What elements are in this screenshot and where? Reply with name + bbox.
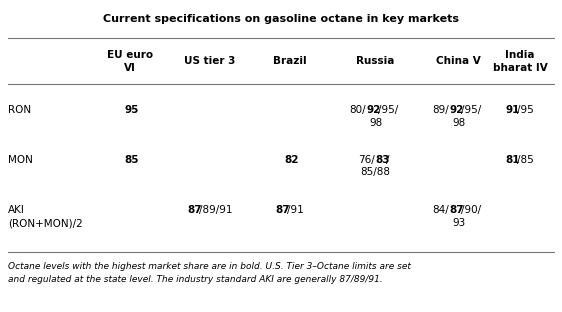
Text: 85: 85: [124, 155, 139, 165]
Text: AKI: AKI: [8, 205, 25, 215]
Text: 98: 98: [452, 118, 465, 128]
Text: 87: 87: [450, 205, 464, 215]
Text: /85: /85: [517, 155, 534, 165]
Text: 80/: 80/: [349, 105, 366, 115]
Text: /95: /95: [517, 105, 534, 115]
Text: VI: VI: [124, 63, 136, 73]
Text: (RON+MON)/2: (RON+MON)/2: [8, 219, 83, 229]
Text: 89/: 89/: [432, 105, 449, 115]
Text: 85/88: 85/88: [361, 168, 391, 178]
Text: 92: 92: [366, 105, 381, 115]
Text: 81: 81: [506, 155, 520, 165]
Text: Octane levels with the highest market share are in bold. U.S. Tier 3–Octane limi: Octane levels with the highest market sh…: [8, 262, 411, 271]
Text: bharat IV: bharat IV: [493, 63, 547, 73]
Text: /: /: [387, 155, 390, 165]
Text: and regulated at the state level. The industry standard AKI are generally 87/89/: and regulated at the state level. The in…: [8, 275, 383, 284]
Text: US tier 3: US tier 3: [184, 56, 235, 66]
Text: /89/91: /89/91: [198, 205, 232, 215]
Text: /95/: /95/: [378, 105, 398, 115]
Text: Brazil: Brazil: [273, 56, 307, 66]
Text: 91: 91: [506, 105, 520, 115]
Text: /90/: /90/: [461, 205, 481, 215]
Text: 76/: 76/: [358, 155, 374, 165]
Text: 87: 87: [187, 205, 202, 215]
Text: 84/: 84/: [432, 205, 449, 215]
Text: 98: 98: [369, 118, 383, 128]
Text: 95: 95: [124, 105, 139, 115]
Text: Current specifications on gasoline octane in key markets: Current specifications on gasoline octan…: [103, 14, 459, 24]
Text: RON: RON: [8, 105, 31, 115]
Text: China V: China V: [436, 56, 481, 66]
Text: /95/: /95/: [461, 105, 481, 115]
Text: India: India: [505, 50, 535, 60]
Text: MON: MON: [8, 155, 33, 165]
Text: 82: 82: [284, 155, 299, 165]
Text: 87: 87: [276, 205, 291, 215]
Text: Russia: Russia: [356, 56, 394, 66]
Text: /91: /91: [287, 205, 304, 215]
Text: 93: 93: [452, 217, 465, 227]
Text: EU euro: EU euro: [107, 50, 153, 60]
Text: 92: 92: [450, 105, 464, 115]
Text: 83: 83: [375, 155, 389, 165]
